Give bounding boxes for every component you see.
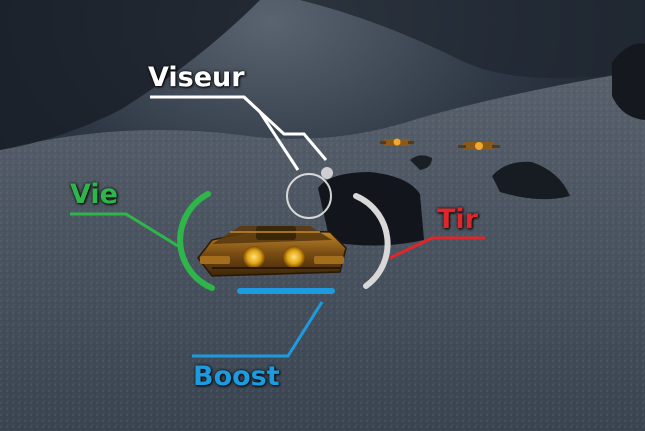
viseur-leader-line: [150, 95, 328, 161]
health-gauge: [177, 191, 215, 291]
tir-label: Tir: [437, 204, 478, 235]
vie-leader-line: [70, 212, 179, 248]
boost-label: Boost: [193, 361, 280, 392]
boost-leader-line: [192, 301, 324, 358]
engine-glow: [283, 246, 305, 268]
enemy-ship: [380, 138, 414, 146]
player-ship: [197, 226, 347, 277]
rock: [492, 161, 570, 200]
rock: [612, 43, 645, 120]
dark-slope-left: [0, 0, 260, 150]
enemy-ship: [458, 142, 500, 150]
crosshair-marker: [321, 167, 333, 179]
engine-glow: [243, 246, 265, 268]
viseur-leader-line: [242, 95, 300, 171]
rock: [410, 155, 432, 170]
viseur-label: Viseur: [148, 62, 245, 93]
vie-label: Vie: [70, 179, 118, 210]
fire-gauge: [353, 193, 391, 289]
dark-slope-right: [300, 0, 645, 78]
tir-leader-line: [389, 236, 485, 260]
crosshair-reticle: [286, 173, 332, 219]
